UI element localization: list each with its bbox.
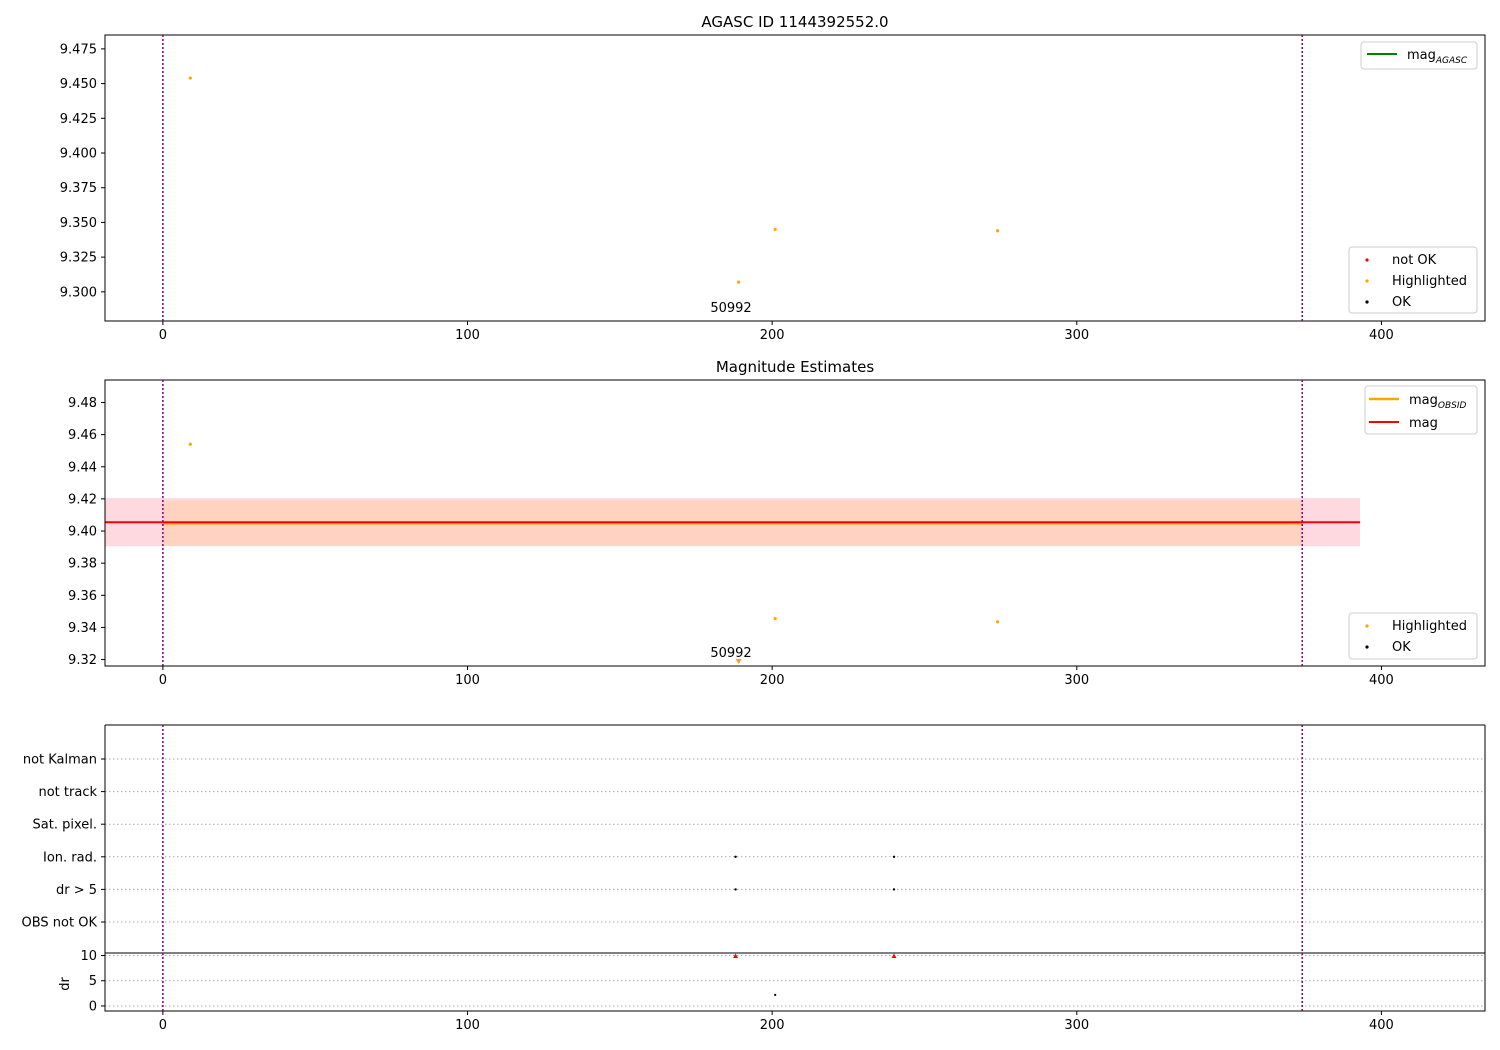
y-tick-label: 9.300 bbox=[60, 285, 97, 300]
axes-frame bbox=[104, 34, 1486, 322]
svg-text:magAGASC: magAGASC bbox=[1407, 48, 1468, 66]
flag-point bbox=[892, 855, 896, 858]
legend-panel1-points: not OK Highlighted OK bbox=[1348, 246, 1478, 314]
y-tick-label: 10 bbox=[80, 949, 97, 964]
y-tick-label: 0 bbox=[89, 999, 97, 1014]
x-tick-label: 400 bbox=[1369, 1018, 1394, 1033]
legend-panel2-lines: magOBSID mag bbox=[1364, 385, 1478, 435]
y-tick-label: 9.425 bbox=[60, 112, 97, 127]
legend-mag-label: mag bbox=[1409, 416, 1438, 431]
legend-mag-obsid-sub: OBSID bbox=[1438, 401, 1467, 411]
panel2: 0 100 200 300 400 9.32 9.34 9.36 9.38 9.40 9.42 9.4… bbox=[68, 379, 1486, 688]
y-tick-label: 9.38 bbox=[68, 557, 97, 572]
flag-label: dr > 5 bbox=[56, 883, 97, 898]
panel4-dr: 0 100 200 300 400 0 5 10 dr bbox=[58, 949, 1486, 1033]
panel1-obsid-annotation: 50992 bbox=[710, 301, 751, 316]
y-tick-label: 9.36 bbox=[68, 589, 97, 604]
y-tick-label: 9.40 bbox=[68, 525, 97, 540]
highlighted-point bbox=[188, 76, 192, 80]
x-tick-label: 300 bbox=[1064, 328, 1089, 343]
y-tick-label: 9.34 bbox=[68, 621, 97, 636]
legend-highlighted-label-2: Highlighted bbox=[1392, 619, 1467, 634]
panel1-title: AGASC ID 1144392552.0 bbox=[701, 13, 888, 31]
x-tick-label: 200 bbox=[760, 1018, 785, 1033]
x-tick-label: 200 bbox=[760, 673, 785, 688]
axes-frame bbox=[104, 952, 1486, 1012]
svg-text:magOBSID: magOBSID bbox=[1409, 393, 1467, 411]
legend-panel2-points: Highlighted OK bbox=[1348, 612, 1478, 660]
legend-ok-label-2: OK bbox=[1392, 640, 1411, 655]
x-tick-label: 400 bbox=[1369, 673, 1394, 688]
panel2-obsid-annotation: 50992 bbox=[710, 646, 751, 661]
panel3-flags: not Kalman not track Sat. pixel. Ion. rad. d… bbox=[22, 724, 1486, 953]
flag-point bbox=[892, 888, 896, 891]
y-tick-label: 9.375 bbox=[60, 181, 97, 196]
legend-panel1-lines: magAGASC bbox=[1360, 41, 1478, 70]
y-tick-label: 9.450 bbox=[60, 77, 97, 92]
dr-axis-label: dr bbox=[58, 977, 73, 991]
not-ok-marker bbox=[891, 953, 897, 959]
highlighted-point bbox=[737, 280, 741, 284]
highlighted-point bbox=[773, 227, 777, 231]
highlighted-point bbox=[995, 620, 1000, 624]
y-tick-label: 9.32 bbox=[68, 653, 97, 668]
x-tick-label: 0 bbox=[159, 673, 167, 688]
y-tick-label: 9.46 bbox=[68, 428, 97, 443]
highlighted-point bbox=[188, 442, 192, 446]
x-tick-label: 100 bbox=[455, 1018, 480, 1033]
x-tick-label: 0 bbox=[159, 1018, 167, 1033]
legend-mag-agasc-sub: AGASC bbox=[1435, 56, 1468, 66]
y-tick-label: 5 bbox=[89, 974, 97, 989]
x-tick-label: 100 bbox=[455, 328, 480, 343]
flag-point bbox=[734, 855, 737, 858]
obsid-marker bbox=[735, 659, 742, 664]
panel1: 0 100 200 300 400 9.300 9.325 9.350 9.375 9.400 9.… bbox=[60, 34, 1486, 343]
legend-ok-label: OK bbox=[1392, 295, 1411, 310]
legend-mag-obsid-label: mag bbox=[1409, 393, 1438, 408]
flag-label: not Kalman bbox=[23, 753, 97, 768]
legend-not-ok-label: not OK bbox=[1392, 253, 1437, 268]
x-tick-label: 0 bbox=[159, 328, 167, 343]
y-tick-label: 9.325 bbox=[60, 251, 97, 266]
x-tick-label: 100 bbox=[455, 673, 480, 688]
flag-point bbox=[734, 888, 737, 891]
x-tick-label: 200 bbox=[760, 328, 785, 343]
x-tick-label: 400 bbox=[1369, 328, 1394, 343]
flag-label: Sat. pixel. bbox=[33, 818, 97, 833]
highlighted-point bbox=[773, 617, 777, 621]
panel2-title: Magnitude Estimates bbox=[716, 358, 874, 376]
not-ok-marker bbox=[733, 953, 739, 959]
axes-frame bbox=[104, 379, 1486, 667]
flag-label: Ion. rad. bbox=[43, 850, 97, 865]
x-tick-label: 300 bbox=[1064, 673, 1089, 688]
y-tick-label: 9.44 bbox=[68, 460, 97, 475]
flag-label: not track bbox=[38, 785, 97, 800]
flag-label: OBS not OK bbox=[22, 916, 98, 931]
y-tick-label: 9.475 bbox=[60, 42, 97, 57]
legend-highlighted-label: Highlighted bbox=[1392, 274, 1467, 289]
y-tick-label: 9.42 bbox=[68, 492, 97, 507]
dr-point bbox=[774, 993, 777, 996]
x-tick-label: 300 bbox=[1064, 1018, 1089, 1033]
legend-mag-agasc-label: mag bbox=[1407, 48, 1436, 63]
y-tick-label: 9.400 bbox=[60, 147, 97, 162]
highlighted-point bbox=[995, 229, 1000, 233]
y-tick-label: 9.350 bbox=[60, 216, 97, 231]
y-tick-label: 9.48 bbox=[68, 396, 97, 411]
